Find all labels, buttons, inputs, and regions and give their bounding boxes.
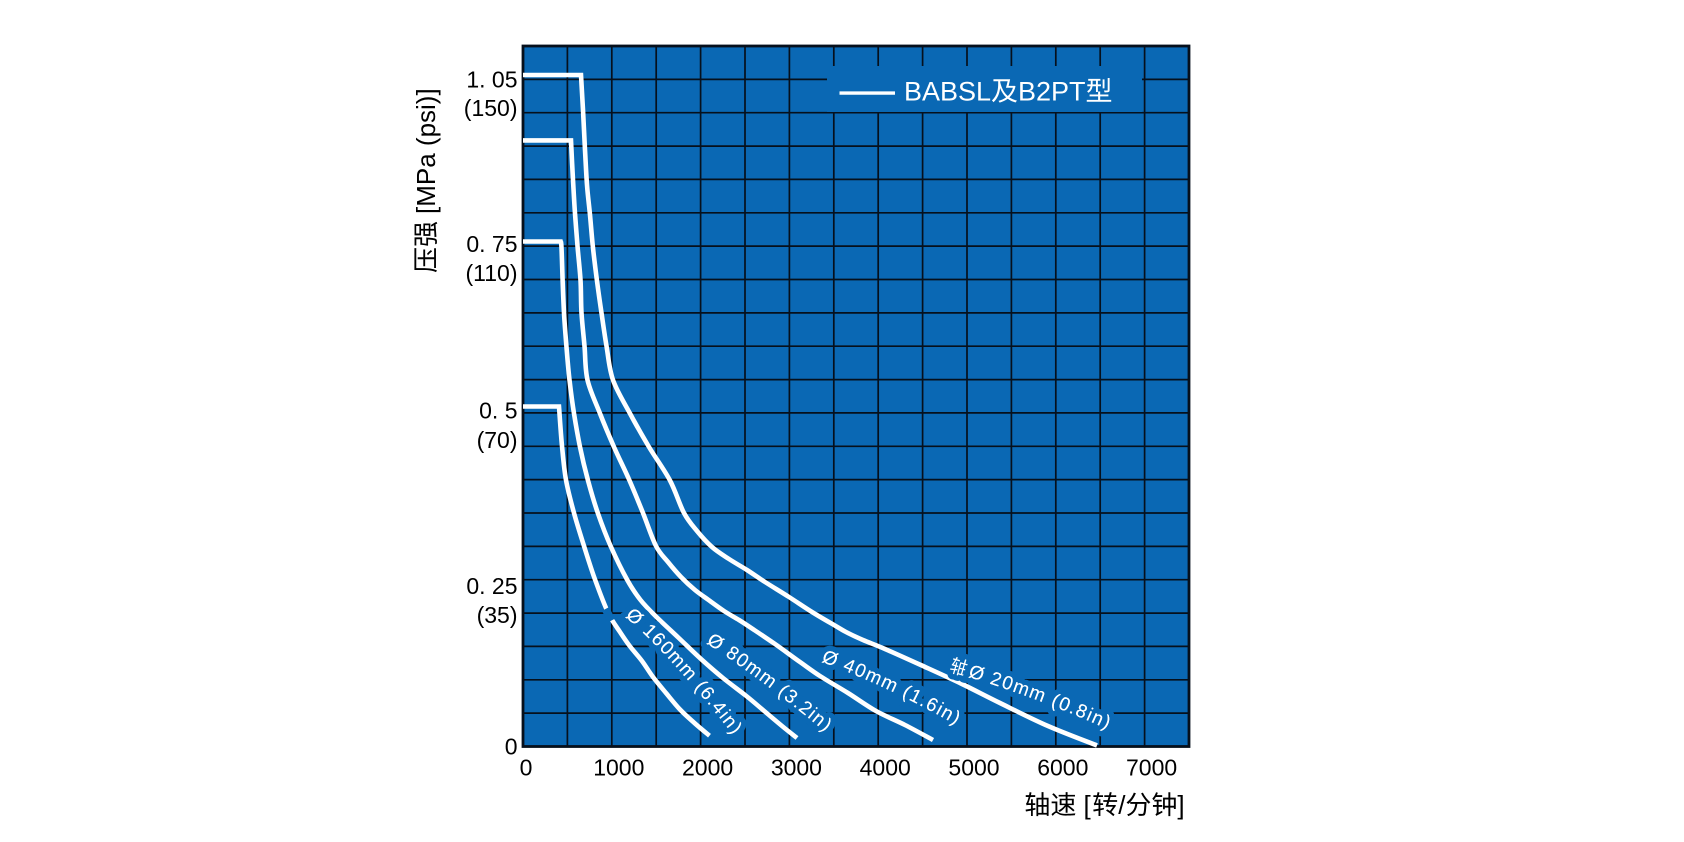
svg-text:B2PT: B2PT	[1018, 77, 1086, 107]
svg-text:(35): (35)	[477, 602, 518, 628]
svg-text:1000: 1000	[593, 755, 644, 781]
svg-text:0. 25: 0. 25	[466, 573, 517, 599]
svg-text:(70): (70)	[477, 427, 518, 453]
svg-text:2000: 2000	[682, 755, 733, 781]
svg-text:3000: 3000	[771, 755, 822, 781]
svg-text:6000: 6000	[1037, 755, 1088, 781]
svg-text:[: [	[1084, 790, 1092, 820]
svg-text:0. 75: 0. 75	[466, 231, 517, 257]
svg-text:7000: 7000	[1126, 755, 1177, 781]
svg-text:1. 05: 1. 05	[466, 67, 517, 93]
svg-text:BABSL: BABSL	[904, 77, 991, 107]
svg-text:4000: 4000	[860, 755, 911, 781]
svg-text:0: 0	[505, 733, 518, 759]
svg-text:]: ]	[1177, 790, 1184, 820]
svg-text:0: 0	[520, 755, 533, 781]
svg-text:(110): (110)	[466, 260, 518, 286]
svg-text:/: /	[1118, 790, 1126, 820]
svg-text:(150): (150)	[464, 95, 518, 121]
svg-text:[MPa (psi)]: [MPa (psi)]	[411, 88, 441, 214]
svg-text:0. 5: 0. 5	[479, 397, 517, 423]
svg-text:5000: 5000	[948, 755, 999, 781]
